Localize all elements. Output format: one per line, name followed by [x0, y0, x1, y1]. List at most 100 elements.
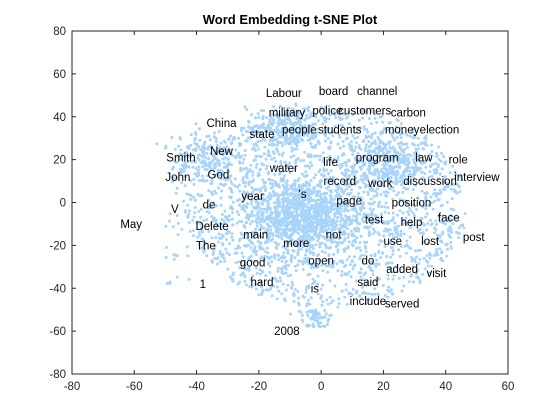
data-point — [337, 111, 341, 115]
data-point — [367, 265, 371, 269]
data-point — [392, 172, 396, 176]
data-point — [175, 160, 179, 164]
data-point — [244, 180, 248, 184]
data-point — [310, 238, 314, 241]
data-point — [320, 263, 324, 267]
data-point — [201, 150, 205, 154]
data-point — [426, 221, 430, 225]
data-point — [373, 229, 377, 233]
data-point — [402, 284, 406, 288]
data-point — [370, 222, 374, 226]
data-point — [304, 180, 308, 184]
data-point — [250, 220, 254, 223]
data-point — [252, 146, 256, 150]
data-point — [318, 243, 322, 246]
word-label: students — [318, 125, 362, 137]
data-point — [185, 245, 189, 249]
data-point — [311, 314, 315, 318]
data-point — [332, 157, 336, 161]
data-point — [421, 240, 425, 244]
data-point — [375, 278, 379, 282]
data-point — [266, 205, 270, 209]
data-point — [172, 253, 176, 257]
data-point — [326, 270, 330, 274]
y-tick-label: 40 — [53, 112, 66, 124]
data-point — [410, 273, 414, 277]
data-point — [248, 222, 252, 226]
data-point — [242, 126, 246, 130]
data-point — [344, 283, 348, 286]
data-point — [374, 158, 378, 162]
data-point — [411, 211, 415, 215]
data-point — [418, 202, 422, 206]
data-point — [297, 111, 301, 115]
data-point — [366, 281, 370, 284]
data-point — [376, 218, 380, 222]
data-point — [197, 179, 201, 182]
data-point — [240, 126, 243, 130]
data-point — [384, 174, 388, 178]
data-point — [256, 239, 260, 243]
data-point — [347, 110, 351, 114]
data-point — [189, 197, 193, 201]
data-point — [223, 209, 227, 213]
data-point — [361, 180, 365, 184]
data-point — [402, 151, 406, 154]
data-point — [366, 227, 370, 230]
data-point — [434, 228, 438, 232]
data-point — [347, 291, 351, 295]
data-point — [294, 204, 298, 208]
data-point — [355, 141, 359, 145]
data-point — [334, 189, 338, 192]
data-point — [305, 129, 309, 133]
data-point — [393, 129, 397, 133]
data-point — [381, 155, 385, 159]
data-point — [241, 271, 245, 275]
data-point — [219, 141, 223, 145]
data-point — [325, 323, 329, 326]
data-point — [300, 209, 304, 213]
data-point — [218, 250, 222, 253]
data-point — [319, 184, 323, 188]
data-point — [261, 137, 265, 141]
data-point — [416, 268, 420, 272]
data-point — [242, 236, 245, 240]
data-point — [228, 206, 232, 210]
data-point — [286, 274, 290, 278]
data-point — [447, 229, 451, 233]
data-point — [288, 161, 292, 165]
data-point — [276, 142, 279, 146]
data-point — [435, 154, 439, 158]
data-point — [420, 181, 424, 185]
data-point — [269, 126, 273, 130]
data-point — [284, 140, 288, 143]
data-point — [451, 164, 455, 168]
data-point — [283, 299, 287, 303]
data-point — [211, 253, 215, 256]
data-point — [403, 163, 407, 166]
data-point — [323, 195, 327, 199]
data-point — [365, 283, 368, 287]
data-point — [292, 147, 296, 151]
data-point — [252, 188, 256, 192]
data-point — [269, 216, 273, 220]
word-label: election — [420, 125, 460, 137]
data-point — [304, 174, 308, 178]
data-point — [391, 292, 394, 296]
data-point — [311, 191, 315, 195]
data-point — [275, 137, 279, 141]
data-point — [278, 193, 282, 197]
data-point — [299, 123, 302, 127]
data-point — [438, 172, 442, 176]
data-point — [364, 302, 368, 306]
data-point — [280, 224, 283, 228]
data-point — [249, 246, 253, 250]
data-point — [265, 222, 269, 226]
data-point — [337, 203, 341, 207]
data-point — [374, 146, 378, 150]
data-point — [301, 198, 305, 202]
data-point — [308, 183, 312, 186]
data-point — [421, 233, 425, 236]
data-point — [357, 144, 361, 147]
data-point — [426, 242, 430, 246]
